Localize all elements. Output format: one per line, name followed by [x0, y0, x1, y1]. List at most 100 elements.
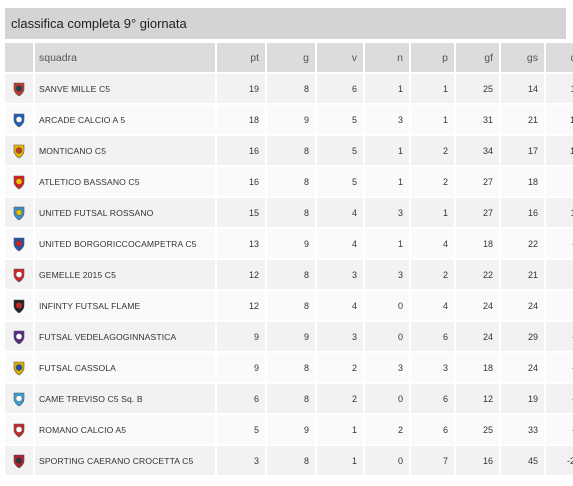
cell-goal-difference: -6 [546, 353, 573, 382]
cell-goals-against: 29 [501, 322, 546, 351]
header-team[interactable]: squadra [35, 43, 217, 72]
team-logo-cell [5, 415, 35, 444]
team-name[interactable]: GEMELLE 2015 C5 [35, 260, 217, 289]
cell-points: 9 [217, 322, 267, 351]
cell-goals-for: 27 [456, 167, 501, 196]
team-logo-cell [5, 105, 35, 134]
cell-drawn: 1 [365, 167, 411, 196]
cell-played: 9 [267, 415, 317, 444]
cell-won: 3 [317, 322, 365, 351]
cell-played: 8 [267, 353, 317, 382]
team-name[interactable]: SANVE MILLE C5 [35, 74, 217, 103]
cell-played: 8 [267, 384, 317, 413]
team-logo-cell [5, 74, 35, 103]
cell-goal-difference: -4 [546, 229, 573, 258]
team-name[interactable]: INFINTY FUTSAL FLAME [35, 291, 217, 320]
team-logo-cell [5, 291, 35, 320]
team-name[interactable]: SPORTING CAERANO CROCETTA C5 [35, 446, 217, 475]
header-won[interactable]: v [317, 43, 365, 72]
cell-played: 9 [267, 105, 317, 134]
cell-points: 5 [217, 415, 267, 444]
table-row[interactable]: GEMELLE 2015 C512833222211 [5, 260, 573, 289]
team-logo-cell [5, 384, 35, 413]
team-logo-cell [5, 322, 35, 351]
team-logo-cell [5, 229, 35, 258]
header-lost[interactable]: p [411, 43, 456, 72]
cell-goals-for: 27 [456, 198, 501, 227]
team-logo-cell [5, 353, 35, 382]
header-played[interactable]: g [267, 43, 317, 72]
cell-lost: 1 [411, 198, 456, 227]
cell-drawn: 3 [365, 198, 411, 227]
cell-goal-difference: -29 [546, 446, 573, 475]
team-name[interactable]: FUTSAL CASSOLA [35, 353, 217, 382]
table-row[interactable]: ARCADE CALCIO A 5189531312110 [5, 105, 573, 134]
cell-lost: 6 [411, 415, 456, 444]
table-row[interactable]: MONTICANO C5168512341717 [5, 136, 573, 165]
cell-goals-for: 18 [456, 229, 501, 258]
cell-goal-difference: 10 [546, 105, 573, 134]
team-name[interactable]: UNITED FUTSAL ROSSANO [35, 198, 217, 227]
sanve-mille-crest-icon [11, 81, 27, 97]
standings-table: squadra pt g v n p gf gs dr SANVE MILLE … [5, 41, 573, 477]
cell-goal-difference: 11 [546, 74, 573, 103]
header-goals-for[interactable]: gf [456, 43, 501, 72]
cell-won: 5 [317, 136, 365, 165]
cell-played: 8 [267, 198, 317, 227]
cell-points: 18 [217, 105, 267, 134]
team-name[interactable]: MONTICANO C5 [35, 136, 217, 165]
cell-lost: 1 [411, 105, 456, 134]
table-row[interactable]: ATLETICO BASSANO C516851227189 [5, 167, 573, 196]
cell-won: 6 [317, 74, 365, 103]
table-row[interactable]: SANVE MILLE C5198611251411 [5, 74, 573, 103]
cell-points: 16 [217, 136, 267, 165]
cell-won: 4 [317, 229, 365, 258]
cell-points: 12 [217, 260, 267, 289]
united-futsal-rossano-crest-icon [11, 205, 27, 221]
team-logo-cell [5, 260, 35, 289]
table-row[interactable]: INFINTY FUTSAL FLAME12840424240 [5, 291, 573, 320]
arcade-calcio-crest-icon [11, 112, 27, 128]
cell-drawn: 1 [365, 74, 411, 103]
team-name[interactable]: FUTSAL VEDELAGOGINNASTICA [35, 322, 217, 351]
romano-calcio-crest-icon [11, 422, 27, 438]
cell-goals-for: 34 [456, 136, 501, 165]
cell-played: 9 [267, 229, 317, 258]
cell-drawn: 0 [365, 384, 411, 413]
cell-lost: 6 [411, 322, 456, 351]
cell-goal-difference: 0 [546, 291, 573, 320]
cell-goals-against: 16 [501, 198, 546, 227]
header-goal-difference[interactable]: dr [546, 43, 573, 72]
cell-won: 5 [317, 105, 365, 134]
header-points[interactable]: pt [217, 43, 267, 72]
team-name[interactable]: ATLETICO BASSANO C5 [35, 167, 217, 196]
cell-goals-against: 18 [501, 167, 546, 196]
team-name[interactable]: CAME TREVISO C5 Sq. B [35, 384, 217, 413]
cell-won: 1 [317, 446, 365, 475]
team-logo-cell [5, 136, 35, 165]
cell-points: 3 [217, 446, 267, 475]
header-drawn[interactable]: n [365, 43, 411, 72]
sporting-caerano-crest-icon [11, 453, 27, 469]
cell-won: 4 [317, 198, 365, 227]
cell-goal-difference: 17 [546, 136, 573, 165]
team-name[interactable]: ROMANO CALCIO A5 [35, 415, 217, 444]
cell-goals-for: 25 [456, 415, 501, 444]
cell-won: 5 [317, 167, 365, 196]
cell-points: 13 [217, 229, 267, 258]
team-name[interactable]: ARCADE CALCIO A 5 [35, 105, 217, 134]
cell-lost: 4 [411, 229, 456, 258]
cell-goals-against: 14 [501, 74, 546, 103]
header-goals-against[interactable]: gs [501, 43, 546, 72]
cell-drawn: 0 [365, 291, 411, 320]
table-row[interactable]: UNITED FUTSAL ROSSANO158431271611 [5, 198, 573, 227]
cell-goals-for: 24 [456, 291, 501, 320]
team-name[interactable]: UNITED BORGORICCOCAMPETRA C5 [35, 229, 217, 258]
cell-lost: 1 [411, 74, 456, 103]
